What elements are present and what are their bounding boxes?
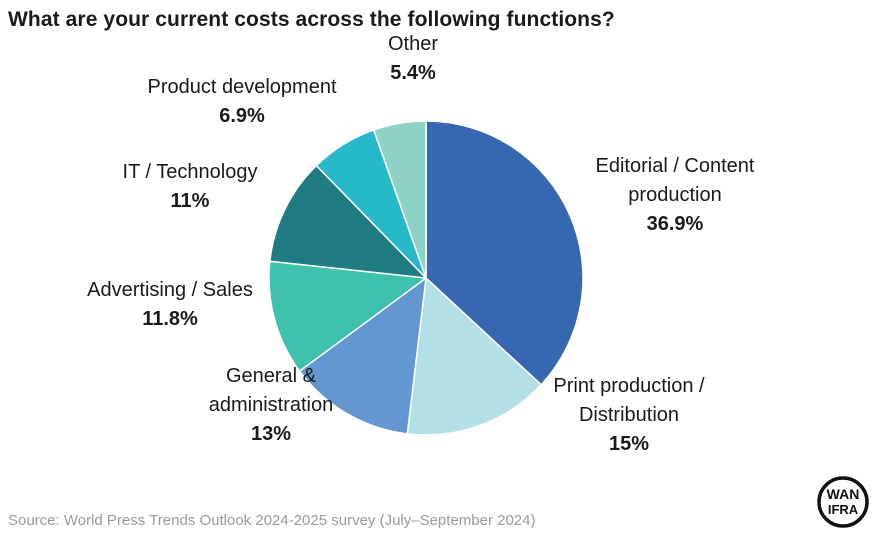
slice-label-name: Print production /: [553, 374, 705, 397]
slice-label-name: administration: [208, 393, 334, 416]
chart-title: What are your current costs across the f…: [8, 8, 615, 31]
pie-slice-other: [373, 120, 427, 279]
pie-slice-general-administration: [298, 277, 427, 435]
slice-label-value: 11.8%: [142, 308, 198, 330]
slice-label-name: Product development: [147, 76, 337, 98]
pie-slice-editorial-content-production: [425, 120, 584, 386]
slice-label-other: Other 5.4%: [388, 30, 438, 88]
wan-ifra-logo: WAN IFRA: [817, 476, 869, 528]
slice-label-name: Advertising / Sales: [87, 279, 253, 301]
slice-label-print-production-distribution: Print production / Distribution 15%: [553, 372, 704, 459]
slice-label-value: 13%: [250, 422, 292, 445]
slice-label-general-administration: General & administration 13%: [209, 362, 334, 449]
slice-label-value: 11%: [170, 190, 210, 212]
logo-text-top: WAN: [827, 486, 860, 502]
slice-label-it-technology: IT / Technology 11%: [123, 158, 258, 216]
slice-label-name: production: [628, 183, 722, 206]
slice-label-name: General &: [225, 364, 317, 387]
slice-label-name: Editorial / Content: [595, 154, 755, 177]
slice-label-editorial-content-production: Editorial / Content production 36.9%: [596, 152, 755, 239]
logo-text-bottom: IFRA: [828, 502, 859, 517]
slice-label-value: 15%: [608, 432, 650, 455]
slice-label-product-development: Product development 6.9%: [147, 73, 336, 131]
pie-slice-advertising-sales: [268, 260, 427, 372]
slice-label-value: 6.9%: [219, 105, 265, 127]
pie-slice-it-technology: [269, 164, 427, 279]
pie-slice-print-production-distribution: [406, 277, 542, 436]
slice-label-name: IT / Technology: [122, 161, 258, 183]
slice-label-name: Other: [387, 33, 439, 55]
slice-label-name: Distribution: [578, 403, 680, 426]
slice-label-advertising-sales: Advertising / Sales 11.8%: [87, 276, 253, 334]
slice-label-value: 36.9%: [646, 212, 704, 235]
slice-label-value: 5.4%: [390, 62, 436, 84]
source-note: Source: World Press Trends Outlook 2024-…: [8, 512, 536, 529]
